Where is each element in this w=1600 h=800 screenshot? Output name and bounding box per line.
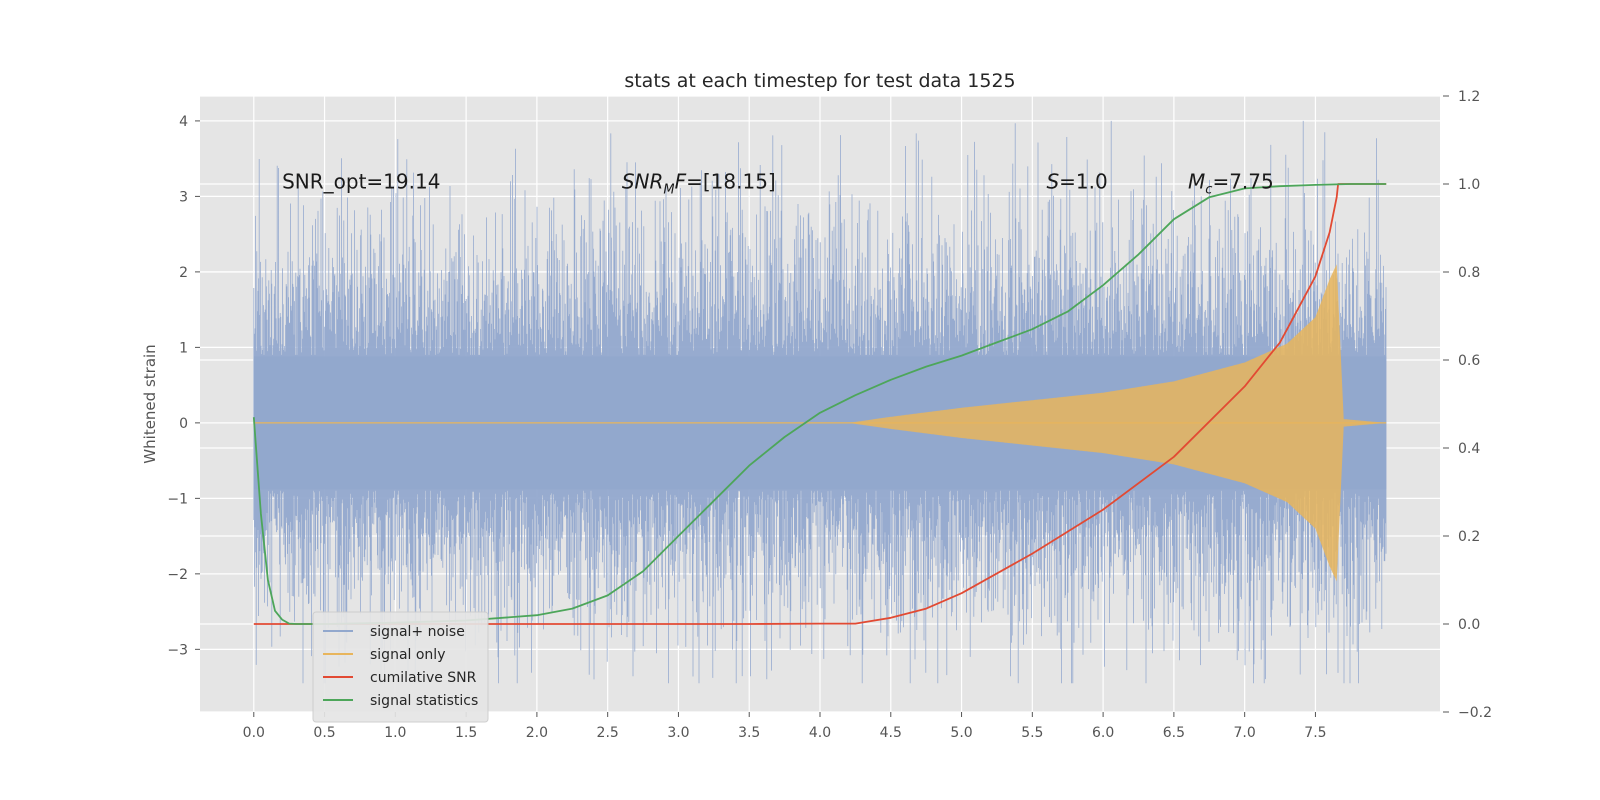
annotation: Mc=7.75 xyxy=(1188,169,1274,197)
cumulative-snr-line xyxy=(253,183,1387,625)
y2-tick-label: 0.4 xyxy=(1458,441,1480,457)
legend-box xyxy=(312,611,489,723)
x-tick-label: 7.5 xyxy=(1304,725,1326,741)
legend-label: signal only xyxy=(370,647,445,663)
x-tick-label: 1.0 xyxy=(384,725,406,741)
x-tick-label: 0.5 xyxy=(313,725,335,741)
y2-tick-label: 0.8 xyxy=(1458,265,1480,281)
legend-label: signal+ noise xyxy=(370,624,465,640)
x-tick-label: 4.5 xyxy=(880,725,902,741)
y-axis-label: Whitened strain xyxy=(141,344,159,463)
y2-tick-label: 0.6 xyxy=(1458,353,1480,369)
y-tick-label: 4 xyxy=(179,114,188,130)
x-tick-label: 7.0 xyxy=(1234,725,1256,741)
y-tick-label: 1 xyxy=(179,340,188,356)
series-signal-only xyxy=(253,264,1387,582)
y2-axis-ticks: −0.2 0.0 0.2 0.4 0.6 0.8 1.0 1.2 xyxy=(1443,89,1492,721)
x-tick-label: 0.0 xyxy=(243,725,265,741)
annotations: SNR_opt=19.14 SNRMF=[18.15] S=1.0 Mc=7.75 xyxy=(282,169,1274,197)
annotation: SNR_opt=19.14 xyxy=(282,169,440,193)
annotation: S=1.0 xyxy=(1046,169,1107,193)
x-tick-label: 6.0 xyxy=(1092,725,1114,741)
y2-tick-label: 1.0 xyxy=(1458,177,1480,193)
legend: signal+ noise signal only cumilative SNR si… xyxy=(312,611,489,723)
annotation: SNRMF=[18.15] xyxy=(622,169,776,197)
x-tick-label: 4.0 xyxy=(809,725,831,741)
x-tick-label: 2.0 xyxy=(526,725,548,741)
y-tick-label: 2 xyxy=(179,265,188,281)
chart-title: stats at each timestep for test data 152… xyxy=(624,70,1015,92)
x-tick-label: 3.5 xyxy=(738,725,760,741)
y-tick-label: −3 xyxy=(167,642,188,658)
signal-statistics-line xyxy=(252,183,1387,625)
x-tick-label: 1.5 xyxy=(455,725,477,741)
legend-label: signal statistics xyxy=(370,693,478,709)
x-tick-label: 6.5 xyxy=(1163,725,1185,741)
x-axis-ticks: 0.0 0.5 1.0 1.5 2.0 2.5 3.0 3.5 4.0 4.5 5.0 5.5 6.0 6… xyxy=(243,712,1327,741)
y-tick-label: −2 xyxy=(167,567,188,583)
y2-tick-label: −0.2 xyxy=(1458,705,1492,721)
x-tick-label: 5.0 xyxy=(950,725,972,741)
y2-tick-label: 0.2 xyxy=(1458,529,1480,545)
y2-tick-label: 1.2 xyxy=(1458,89,1480,105)
x-tick-label: 2.5 xyxy=(597,725,619,741)
y2-tick-label: 0.0 xyxy=(1458,617,1480,633)
y-axis-ticks: −3 −2 −1 0 1 2 3 4 xyxy=(167,114,200,658)
x-tick-label: 5.5 xyxy=(1021,725,1043,741)
y-tick-label: −1 xyxy=(167,491,188,507)
series-lines xyxy=(252,183,1387,625)
y-tick-label: 0 xyxy=(179,416,188,432)
legend-label: cumilative SNR xyxy=(370,670,477,686)
y-tick-label: 3 xyxy=(179,189,188,205)
x-tick-label: 3.0 xyxy=(667,725,689,741)
